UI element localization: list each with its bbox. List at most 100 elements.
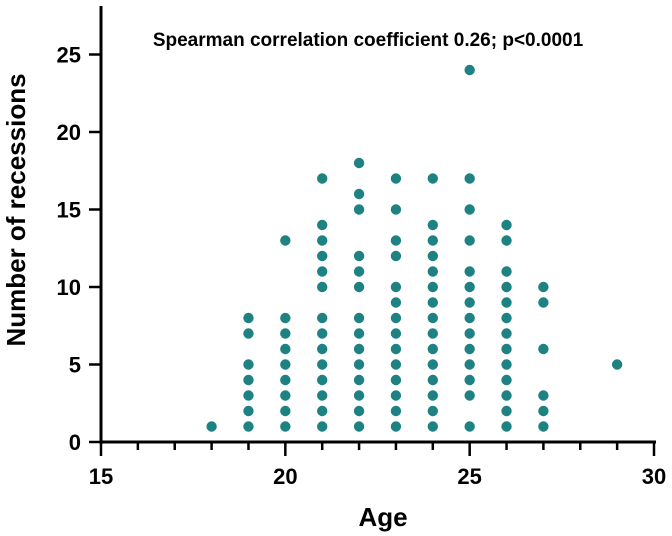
data-point bbox=[353, 328, 365, 339]
data-point bbox=[501, 235, 512, 246]
data-point bbox=[280, 374, 291, 386]
data-point bbox=[353, 421, 365, 432]
data-point bbox=[501, 297, 512, 308]
data-point bbox=[501, 343, 512, 355]
data-point bbox=[390, 235, 402, 246]
data-point bbox=[611, 359, 623, 370]
data-point bbox=[353, 157, 365, 169]
y-tick-label-10: 10 bbox=[57, 275, 81, 300]
data-point bbox=[317, 359, 328, 370]
y-axis-title: Number of recessions bbox=[1, 73, 31, 346]
data-point bbox=[427, 374, 438, 386]
data-point bbox=[464, 64, 475, 76]
data-point bbox=[280, 359, 291, 370]
data-point bbox=[243, 328, 254, 339]
data-point bbox=[427, 421, 438, 432]
data-point bbox=[317, 235, 328, 246]
data-point bbox=[501, 281, 512, 293]
data-point bbox=[464, 235, 475, 246]
data-point bbox=[280, 328, 291, 339]
y-tick-label-20: 20 bbox=[57, 120, 81, 145]
data-point bbox=[464, 328, 475, 339]
data-point bbox=[427, 390, 438, 401]
spearman-annotation: Spearman correlation coefficient 0.26; p… bbox=[153, 30, 584, 51]
x-tick-label-15: 15 bbox=[89, 464, 113, 489]
data-point bbox=[353, 359, 365, 370]
data-point bbox=[243, 421, 254, 432]
data-point bbox=[353, 343, 365, 355]
data-point bbox=[353, 204, 365, 215]
data-point bbox=[390, 343, 402, 355]
data-point bbox=[538, 421, 549, 432]
data-point bbox=[317, 312, 328, 324]
data-point bbox=[538, 390, 549, 401]
data-point bbox=[243, 374, 254, 386]
data-point bbox=[538, 297, 549, 308]
data-point bbox=[464, 390, 475, 401]
data-point bbox=[280, 235, 291, 246]
data-point bbox=[427, 173, 438, 184]
data-point bbox=[353, 374, 365, 386]
data-point bbox=[280, 421, 291, 432]
data-point bbox=[501, 266, 512, 277]
data-point bbox=[427, 359, 438, 370]
data-point bbox=[501, 421, 512, 432]
data-point bbox=[317, 405, 328, 417]
data-point bbox=[501, 328, 512, 339]
x-tick-label-30: 30 bbox=[642, 464, 666, 489]
data-point bbox=[464, 421, 475, 432]
data-point bbox=[317, 421, 328, 432]
data-point bbox=[243, 390, 254, 401]
data-point bbox=[538, 405, 549, 417]
y-tick-label-0: 0 bbox=[69, 430, 81, 455]
data-point bbox=[427, 219, 438, 231]
data-point bbox=[317, 390, 328, 401]
data-point bbox=[353, 312, 365, 324]
x-tick-label-25: 25 bbox=[457, 464, 481, 489]
data-point bbox=[464, 266, 475, 277]
data-point bbox=[427, 235, 438, 246]
data-point bbox=[390, 173, 402, 184]
data-point bbox=[390, 421, 402, 432]
data-point bbox=[427, 343, 438, 355]
data-point bbox=[464, 374, 475, 386]
x-axis-title: Age bbox=[358, 502, 407, 532]
data-point bbox=[390, 359, 402, 370]
data-point bbox=[390, 405, 402, 417]
data-point bbox=[464, 173, 475, 184]
data-point bbox=[353, 281, 365, 293]
data-point bbox=[390, 281, 402, 293]
y-tick-label-25: 25 bbox=[57, 43, 81, 68]
data-point bbox=[317, 374, 328, 386]
data-point bbox=[390, 390, 402, 401]
data-point bbox=[464, 312, 475, 324]
data-point bbox=[390, 374, 402, 386]
data-point bbox=[280, 312, 291, 324]
data-point bbox=[501, 405, 512, 417]
data-point bbox=[427, 281, 438, 293]
data-point bbox=[390, 312, 402, 324]
data-point bbox=[206, 421, 217, 432]
data-point bbox=[464, 204, 475, 215]
data-point bbox=[501, 390, 512, 401]
y-ticks: 0 5 10 15 20 25 bbox=[57, 43, 101, 455]
x-ticks: 15 20 25 30 bbox=[89, 442, 666, 489]
data-point bbox=[427, 405, 438, 417]
data-point bbox=[427, 297, 438, 308]
data-point bbox=[427, 250, 438, 262]
data-point bbox=[280, 405, 291, 417]
data-point bbox=[464, 359, 475, 370]
data-point bbox=[464, 297, 475, 308]
data-point bbox=[280, 390, 291, 401]
data-point bbox=[390, 204, 402, 215]
data-point bbox=[317, 328, 328, 339]
data-point bbox=[243, 312, 254, 324]
data-point bbox=[317, 266, 328, 277]
data-points bbox=[206, 64, 623, 432]
data-point bbox=[353, 188, 365, 200]
data-point bbox=[427, 328, 438, 339]
data-point bbox=[501, 312, 512, 324]
data-point bbox=[390, 250, 402, 262]
data-point bbox=[390, 297, 402, 308]
y-tick-label-5: 5 bbox=[69, 353, 81, 378]
